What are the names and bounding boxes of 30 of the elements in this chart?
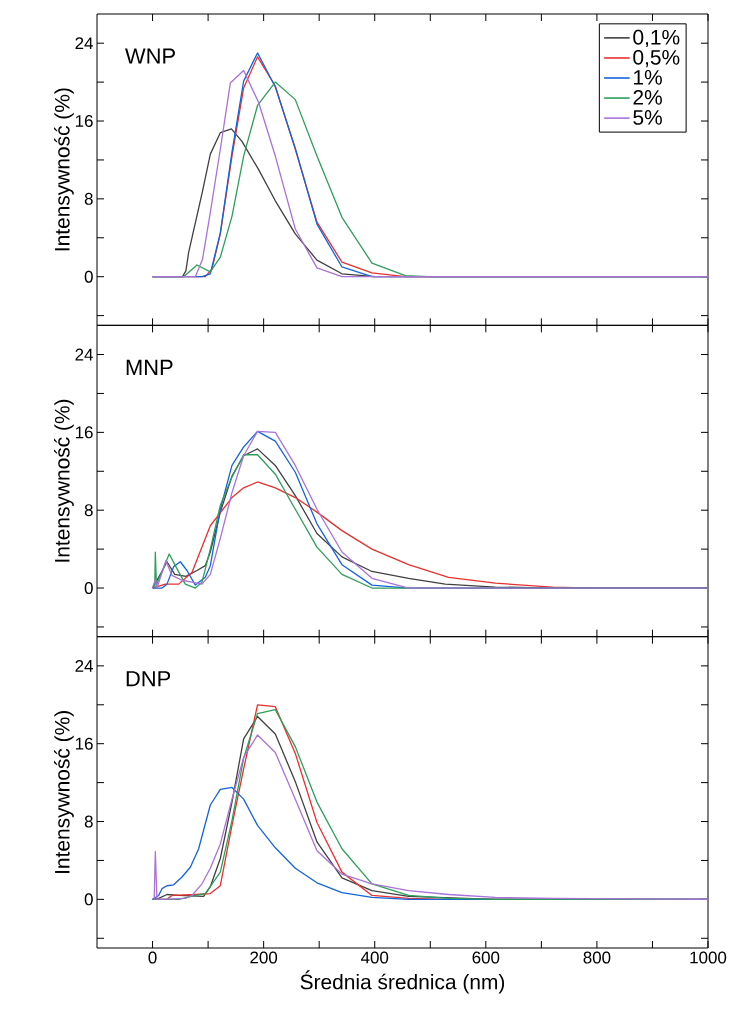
y-axis-title: Intensywność (%) xyxy=(54,399,74,562)
y-tick-label: 0 xyxy=(84,893,93,906)
y-tick-label: 8 xyxy=(84,504,93,517)
y-tick-label: 16 xyxy=(75,115,93,128)
text: WNP xyxy=(125,48,175,64)
text: DNP xyxy=(126,671,171,687)
y-axis-title: Intensywność (%) xyxy=(54,711,74,873)
legend-label: 2% xyxy=(633,90,662,105)
y-tick-label: 24 xyxy=(75,659,93,672)
legend-label: 1% xyxy=(634,70,662,85)
x-tick-label: 1000 xyxy=(690,951,727,964)
legend-label: 5% xyxy=(633,110,662,125)
y-axis-title: Intensywność (%) xyxy=(54,88,74,251)
x-tick-label: 0 xyxy=(148,951,157,964)
y-tick-label: 24 xyxy=(75,348,93,361)
text: MNP xyxy=(126,359,173,375)
x-tick-label: 600 xyxy=(472,951,500,964)
legend-label: 0,5% xyxy=(633,49,680,68)
y-tick-label: 8 xyxy=(84,815,93,828)
x-tick-label: 200 xyxy=(250,951,278,964)
y-tick-label: 16 xyxy=(75,737,93,750)
y-tick-label: 8 xyxy=(84,192,93,205)
y-tick-label: 0 xyxy=(84,270,93,283)
x-axis-title: Średnia średnica (nm) xyxy=(300,970,505,994)
y-tick-label: 24 xyxy=(75,37,93,50)
y-tick-label: 16 xyxy=(75,426,93,439)
y-tick-label: 0 xyxy=(84,582,93,595)
legend-label: 0,1% xyxy=(633,29,680,48)
x-tick-label: 400 xyxy=(360,951,389,964)
x-tick-label: 800 xyxy=(583,951,611,964)
